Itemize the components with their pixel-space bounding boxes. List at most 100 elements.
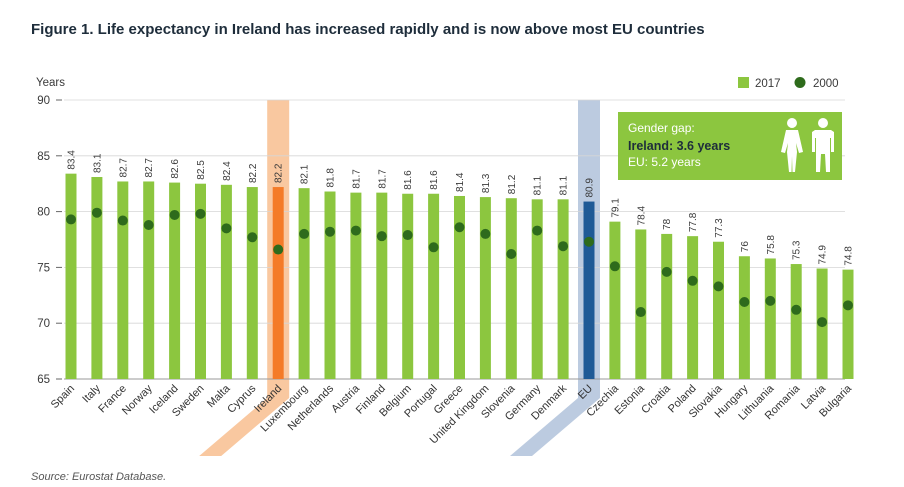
value-label-austria: 81.7 [351, 169, 362, 189]
value-label-greece: 81.4 [455, 172, 466, 192]
dot-2000-greece [454, 222, 465, 233]
y-tick-label: 75 [37, 262, 50, 274]
value-label-slovenia: 81.2 [507, 174, 518, 194]
y-tick-label: 90 [37, 95, 50, 107]
category-labels: Spain ItalyFranceNorwayIcelandSwedenMalta… [49, 382, 855, 446]
value-label-united-kingdom: 81.3 [481, 173, 492, 193]
value-label-bulgaria: 74.8 [844, 246, 855, 266]
bar-estonia [635, 229, 647, 379]
value-label-finland: 81.7 [377, 169, 388, 189]
dot-2000-belgium [402, 230, 413, 241]
source-note: Source: Eurostat Database. [31, 471, 166, 483]
bar-czechia [609, 221, 621, 379]
highlight-band-ireland [199, 100, 290, 456]
highlight-bands [199, 100, 600, 456]
bar-norway [143, 181, 155, 379]
dot-2000-latvia [817, 317, 828, 328]
legend-swatch-2017 [738, 77, 749, 88]
bars-2017 [65, 173, 854, 379]
value-label-iceland: 82.6 [170, 159, 181, 179]
value-label-spain: 83.4 [67, 150, 78, 170]
gender-gap-title: Gender gap: [628, 121, 695, 135]
legend-label-2017: 2017 [755, 78, 781, 90]
dot-2000-cyprus [247, 232, 258, 243]
bar-sweden [195, 183, 206, 379]
bar-poland [687, 236, 699, 379]
bar-belgium [402, 193, 414, 379]
dot-2000-czechia [609, 261, 620, 272]
legend-dot-2000 [794, 77, 806, 88]
dot-2000-spain [66, 214, 76, 225]
y-axis: 65 70 75 80 85 90 [37, 95, 62, 386]
dot-2000-eu [584, 236, 594, 247]
value-label-belgium: 81.6 [403, 170, 414, 190]
dot-2000-croatia [661, 266, 672, 277]
bar-finland [376, 192, 388, 379]
value-label-italy: 83.1 [92, 153, 103, 173]
y-tick-label: 85 [37, 151, 50, 163]
bar-romania [790, 264, 802, 379]
value-label-estonia: 78.4 [636, 206, 647, 226]
bar-italy [91, 177, 103, 379]
dot-2000-france [117, 215, 128, 226]
bar-iceland [169, 182, 181, 379]
category-label-spain: Spain [49, 383, 77, 411]
bar-greece [454, 195, 465, 379]
y-axis-label: Years [36, 77, 65, 89]
dot-2000-germany [532, 225, 543, 236]
value-label-france: 82.7 [118, 158, 129, 178]
bar-luxembourg [298, 188, 310, 379]
gender-gap-box: Gender gap: Ireland: 3.6 years EU: 5.2 y… [618, 112, 842, 180]
dot-2000-netherlands [325, 226, 335, 237]
dot-2000-lithuania [765, 295, 776, 306]
dot-2000-sweden [195, 208, 206, 219]
y-tick-label: 70 [37, 318, 50, 330]
dot-2000-portugal [428, 242, 439, 253]
bar-slovakia [713, 241, 724, 379]
bar-eu [583, 201, 595, 379]
bar-slovenia [505, 198, 517, 379]
dot-2000-united-kingdom [480, 228, 491, 239]
dot-2000-iceland [169, 209, 180, 220]
dots-2000 [66, 207, 853, 328]
value-label-latvia: 74.9 [818, 245, 829, 265]
value-label-norway: 82.7 [144, 158, 155, 178]
bar-spain [65, 173, 77, 379]
bar-united-kingdom [479, 197, 491, 379]
value-label-eu: 80.9 [585, 178, 596, 198]
gender-gap-eu: EU: 5.2 years [628, 155, 701, 169]
value-label-malta: 82.4 [222, 161, 233, 181]
value-label-sweden: 82.5 [196, 160, 207, 180]
dot-2000-denmark [558, 241, 569, 252]
bar-netherlands [324, 191, 336, 379]
y-tick-label: 80 [37, 207, 50, 219]
dot-2000-hungary [739, 296, 750, 307]
value-label-ireland: 82.2 [274, 163, 285, 183]
bar-ireland [272, 187, 284, 379]
dot-2000-ireland [273, 244, 284, 255]
chart-title: Figure 1. Life expectancy in Ireland has… [31, 21, 705, 38]
value-label-lithuania: 75.8 [766, 235, 777, 255]
value-label-luxembourg: 82.1 [300, 164, 311, 184]
value-label-croatia: 78 [662, 218, 673, 230]
dot-2000-luxembourg [299, 228, 310, 239]
bar-france [117, 181, 129, 379]
value-label-poland: 77.8 [688, 212, 699, 232]
value-label-romania: 75.3 [792, 240, 803, 260]
dot-2000-norway [143, 219, 154, 230]
dot-2000-estonia [635, 307, 646, 318]
highlight-band-eu [510, 100, 600, 456]
bar-bulgaria [842, 269, 854, 379]
value-label-portugal: 81.6 [429, 170, 440, 190]
legend-label-2000: 2000 [813, 78, 839, 90]
value-labels: 83.4 83.1 82.7 82.7 82.6 82.5 82.4 82.2 82.2 82.1… [67, 150, 855, 266]
bar-lithuania [764, 258, 776, 379]
dot-2000-slovenia [506, 249, 517, 260]
dot-2000-finland [376, 231, 387, 242]
dot-2000-poland [687, 275, 698, 286]
dot-2000-malta [221, 223, 232, 234]
bar-hungary [738, 256, 750, 379]
man-woman-icon [781, 118, 834, 172]
dot-2000-slovakia [713, 281, 724, 292]
